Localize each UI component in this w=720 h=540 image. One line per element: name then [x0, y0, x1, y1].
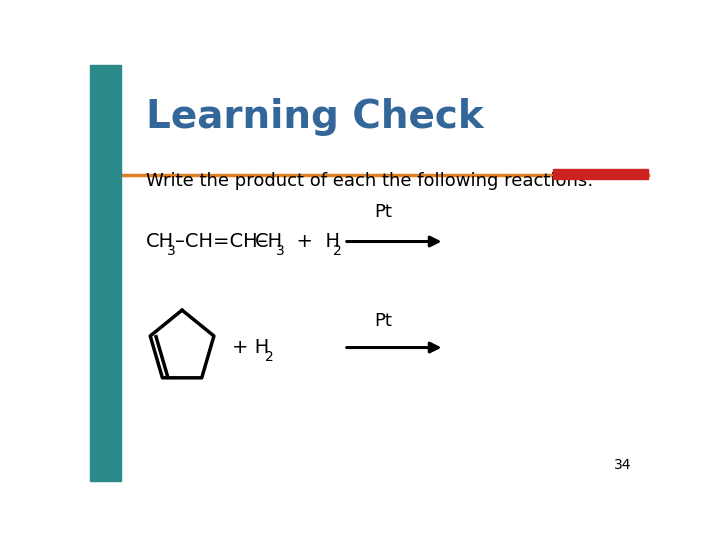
Text: +  H: + H: [284, 232, 340, 251]
Text: 34: 34: [613, 458, 631, 472]
Text: + H: + H: [233, 338, 269, 357]
Text: Pt: Pt: [374, 312, 392, 329]
Text: Write the product of each the following reactions:: Write the product of each the following …: [145, 172, 593, 190]
Text: Learning Check: Learning Check: [145, 98, 483, 136]
Text: 2: 2: [265, 350, 274, 364]
Text: CH: CH: [145, 232, 174, 251]
Text: 3: 3: [167, 244, 176, 258]
Bar: [90, 65, 121, 481]
Text: 2: 2: [333, 244, 341, 258]
Text: –CH=CH–: –CH=CH–: [175, 232, 267, 251]
Text: 3: 3: [276, 244, 284, 258]
Bar: [553, 168, 648, 179]
Text: Pt: Pt: [374, 204, 392, 221]
Text: CH: CH: [255, 232, 283, 251]
